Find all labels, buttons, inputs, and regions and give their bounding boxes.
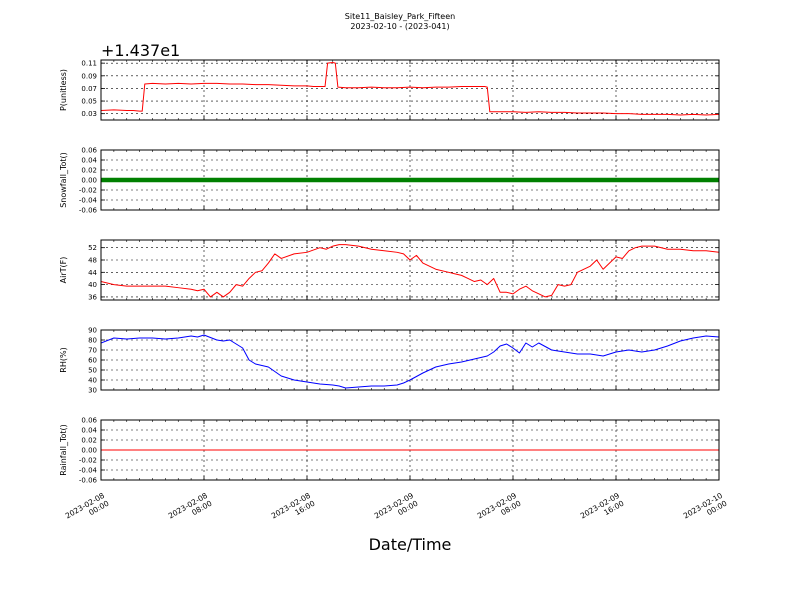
y-tick-label: 52 [88,244,97,252]
y-tick-label: -0.04 [79,197,98,205]
panel-frame [100,239,720,301]
panel-1: 0.03 0.05 0.07 0.09 0.11 P(unitless) +1.437e1 [59,41,720,121]
y-tick-label: 80 [88,337,97,345]
y-tick-label: 48 [88,257,97,265]
y-tick-label: -0.06 [79,207,98,215]
y-tick-label: -0.02 [79,187,97,195]
y-axis-label: Snowfall_Tot() [59,152,68,208]
y-axis-label: AirT(F) [59,257,68,284]
panel-frame [100,59,720,121]
y-tick-label: 0.02 [81,167,97,175]
y-tick-label: 0.04 [81,427,97,435]
y-tick-label: 0.05 [81,98,97,106]
y-tick-label: 70 [88,347,97,355]
y-tick-label: 0.03 [81,110,97,118]
x-axis-label: Date/Time [369,535,452,554]
y-tick-label: -0.06 [79,477,98,485]
y-tick-label: 0.00 [81,177,97,185]
panel-frame [100,149,720,211]
panel-3: 36 40 44 48 52 AirT(F) [59,239,720,301]
panel-frame [100,329,720,391]
y-tick-label: 60 [88,357,97,365]
series-line-4 [101,334,719,389]
y-tick-label: 0.09 [81,72,97,80]
y-tick-label: 44 [88,269,97,277]
panel-frame [100,419,720,481]
y-tick-label: 0.02 [81,437,97,445]
y-axis-label: RH(%) [59,347,68,372]
y-tick-label: 40 [88,377,97,385]
figure-title: Site11_Baisley_Park_Fifteen [345,12,455,21]
y-axis-label: P(unitless) [59,69,68,111]
y-tick-label: 0.07 [81,85,97,93]
y-tick-label: 40 [88,281,97,289]
series-line-1 [101,62,719,116]
figure-subtitle: 2023-02-10 - (2023-041) [350,22,449,31]
panels: 0.03 0.05 0.07 0.09 0.11 P(unitless) +1.437e1 -… [59,41,720,485]
panel-5: -0.06 -0.04 -0.02 0.00 0.02 0.04 0.06 Rainfall_… [59,417,720,485]
panel-4: 30 40 50 60 70 80 90 RH(%) [59,327,720,395]
y-tick-label: 0.04 [81,157,97,165]
series-line-3 [101,244,719,298]
y-tick-label: 36 [88,293,97,301]
y-tick-label: 90 [88,327,97,335]
y-tick-label: 0.06 [81,417,97,425]
y-tick-label: -0.04 [79,467,98,475]
y-tick-label: 30 [88,387,97,395]
y-tick-label: 0.11 [81,60,97,68]
y-axis-label: Rainfall_Tot() [59,424,68,476]
y-tick-label: 0.06 [81,147,97,155]
y-tick-label: -0.02 [79,457,97,465]
panel-2: -0.06 -0.04 -0.02 0.00 0.02 0.04 0.06 Snowfall_… [59,147,720,215]
y-offset-label: +1.437e1 [101,41,180,60]
y-tick-label: 50 [88,367,97,375]
y-tick-label: 0.00 [81,447,97,455]
